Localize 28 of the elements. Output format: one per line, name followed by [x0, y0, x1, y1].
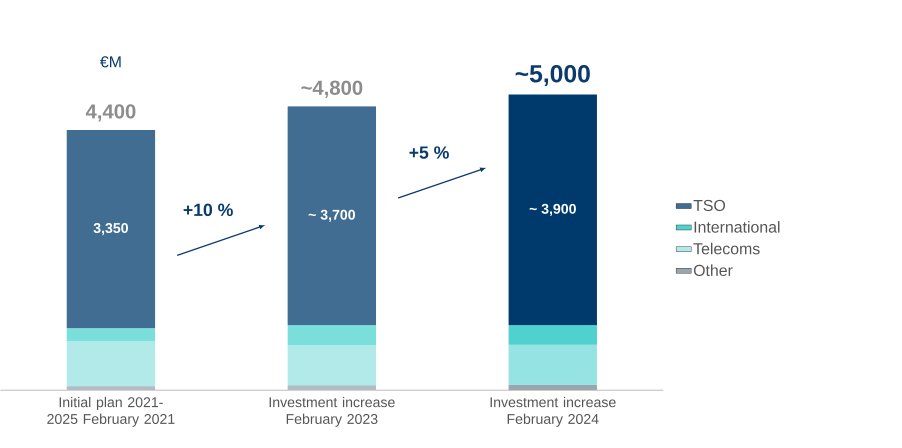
- bar: [288, 386, 376, 390]
- legend-label: Other: [694, 264, 733, 276]
- annotation: +5 %: [409, 146, 449, 159]
- bar: [288, 325, 376, 346]
- legend-label: International: [694, 221, 780, 233]
- legend-label: Telecoms: [694, 242, 760, 254]
- bar: [508, 385, 597, 390]
- legend-label: TSO: [694, 200, 726, 212]
- total-label: 4,400: [86, 104, 136, 122]
- x-tick-label: Initial plan 2021-2025 February 2021: [47, 397, 174, 427]
- x-tick-label: Investment increase February 2023: [270, 397, 395, 427]
- data-label: ~ 3,900: [530, 204, 576, 216]
- bar: [66, 341, 156, 386]
- bar: [66, 130, 156, 328]
- bar: [508, 94, 597, 326]
- data-label: 3,350: [94, 223, 128, 236]
- annotation: +10 %: [184, 204, 233, 216]
- data-label: ~ 3,700: [308, 210, 355, 222]
- y-axis-title: €M: [100, 56, 121, 68]
- x-tick-label: Investment increase February 2024: [490, 397, 616, 427]
- bar: [508, 344, 597, 386]
- bar: [288, 106, 376, 326]
- total-label: ~5,000: [516, 65, 590, 86]
- bar: [288, 345, 376, 386]
- bar: [508, 325, 597, 345]
- bar: [66, 386, 156, 390]
- bar: [66, 328, 156, 342]
- total-label: ~4,800: [301, 80, 362, 98]
